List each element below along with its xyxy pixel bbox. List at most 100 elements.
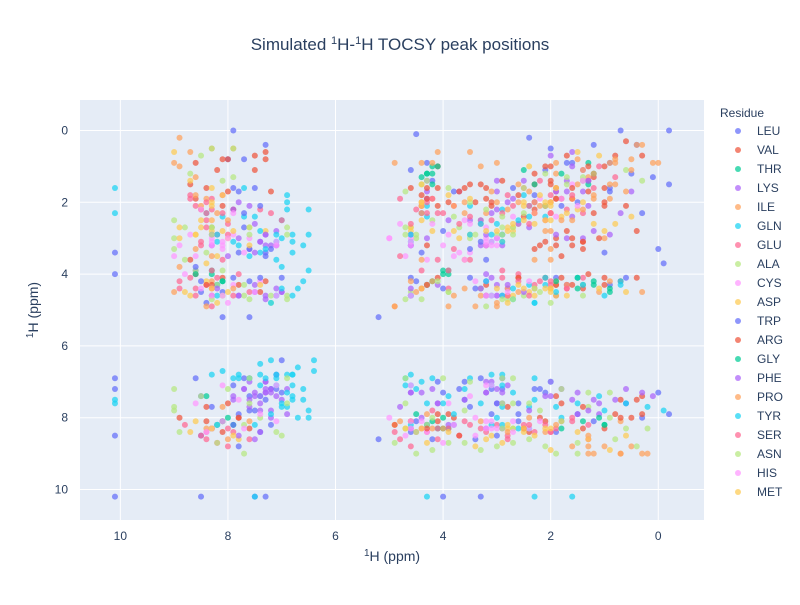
series-asn	[171, 145, 651, 457]
data-point	[187, 177, 194, 184]
legend-item-asp[interactable]: ASP	[735, 295, 781, 309]
data-point	[504, 192, 511, 199]
data-point	[176, 285, 183, 292]
data-point	[192, 263, 199, 270]
data-point	[397, 195, 404, 202]
data-point	[111, 493, 118, 500]
data-point	[547, 192, 554, 199]
legend-marker	[735, 375, 741, 381]
data-point	[402, 253, 409, 260]
data-point	[214, 231, 221, 238]
data-point	[547, 256, 554, 263]
legend-item-thr[interactable]: THR	[735, 162, 782, 176]
data-point	[235, 414, 242, 421]
data-point	[273, 393, 280, 400]
data-point	[289, 231, 296, 238]
data-point	[257, 429, 264, 436]
data-point	[520, 217, 527, 224]
data-point	[590, 228, 597, 235]
data-point	[251, 167, 258, 173]
data-point	[434, 184, 441, 191]
legend-item-tyr[interactable]: TYR	[735, 409, 781, 423]
data-point	[445, 393, 452, 400]
data-point	[423, 281, 430, 288]
data-point	[574, 149, 581, 156]
data-point	[623, 400, 629, 407]
data-point	[542, 217, 549, 224]
data-point	[520, 425, 527, 432]
data-point	[488, 210, 495, 217]
data-point	[176, 235, 183, 242]
data-point	[515, 425, 522, 432]
data-point	[278, 389, 285, 396]
data-point	[585, 163, 592, 170]
data-point	[198, 242, 205, 249]
data-point	[563, 188, 570, 195]
legend-item-val[interactable]: VAL	[735, 143, 779, 157]
legend-item-glu[interactable]: GLU	[735, 238, 782, 252]
legend-item-gln[interactable]: GLN	[735, 219, 782, 233]
data-point	[391, 303, 398, 310]
data-point	[499, 375, 506, 382]
data-point	[219, 382, 226, 389]
data-point	[445, 411, 452, 418]
data-point	[531, 385, 538, 392]
legend-item-lys[interactable]: LYS	[735, 181, 779, 195]
data-point	[499, 400, 506, 407]
legend-item-phe[interactable]: PHE	[735, 371, 782, 385]
data-point	[601, 228, 608, 235]
data-point	[536, 278, 543, 285]
data-point	[284, 231, 291, 238]
data-point	[224, 156, 231, 163]
legend-item-gly[interactable]: GLY	[735, 352, 780, 366]
legend-item-his[interactable]: HIS	[735, 466, 777, 480]
data-point	[305, 414, 312, 421]
data-point	[504, 206, 511, 213]
data-point	[542, 238, 549, 245]
data-point	[445, 429, 452, 436]
legend-item-ala[interactable]: ALA	[735, 257, 780, 271]
data-point	[251, 493, 258, 500]
data-point	[461, 407, 468, 414]
data-point	[510, 439, 517, 446]
legend-item-arg[interactable]: ARG	[735, 333, 783, 347]
legend-item-ser[interactable]: SER	[735, 428, 782, 442]
data-point	[230, 382, 237, 389]
data-point	[241, 450, 248, 457]
data-point	[278, 263, 285, 270]
chart-title: Simulated 1H-1H TOCSY peak positions	[251, 35, 550, 54]
legend-item-pro[interactable]: PRO	[735, 390, 783, 404]
legend-item-leu[interactable]: LEU	[735, 124, 780, 138]
legend-item-asn[interactable]: ASN	[735, 447, 782, 461]
legend-label: ARG	[757, 333, 783, 347]
data-point	[493, 285, 500, 292]
legend-marker	[735, 451, 741, 457]
data-point	[477, 285, 484, 292]
y-tick-label: 10	[55, 482, 69, 496]
data-point	[563, 152, 570, 159]
data-point	[526, 436, 533, 443]
data-point	[187, 195, 194, 202]
x-tick-label: 2	[547, 529, 554, 543]
legend-item-met[interactable]: MET	[735, 485, 783, 499]
data-point	[590, 192, 597, 199]
data-point	[246, 242, 253, 249]
data-point	[601, 281, 608, 288]
data-point	[251, 184, 258, 191]
data-point	[418, 159, 425, 166]
data-point	[553, 403, 560, 410]
data-point	[230, 174, 237, 181]
data-point	[418, 202, 425, 209]
legend-marker	[735, 185, 741, 191]
data-point	[472, 278, 479, 285]
data-point	[542, 425, 549, 432]
x-tick-label: 8	[225, 529, 232, 543]
data-point	[273, 256, 280, 263]
legend-item-ile[interactable]: ILE	[735, 200, 775, 214]
legend-item-trp[interactable]: TRP	[735, 314, 781, 328]
data-point	[423, 195, 430, 202]
legend-item-cys[interactable]: CYS	[735, 276, 782, 290]
data-point	[467, 378, 473, 385]
data-point	[531, 245, 538, 252]
data-point	[461, 285, 468, 292]
